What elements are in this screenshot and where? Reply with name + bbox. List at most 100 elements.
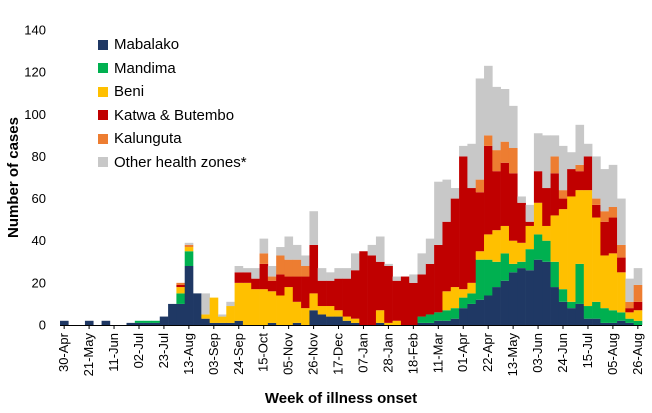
bar-segment-mabalako (475, 299, 485, 325)
bar-segment-beni (583, 190, 593, 307)
x-tick-label: 28-Jan (380, 333, 395, 373)
bar-segment-beni (334, 310, 343, 317)
bar-segment-beni (375, 310, 385, 323)
bar-segment-mabalako (583, 318, 593, 325)
bar-segment-katwa-butembo (608, 217, 618, 254)
bar-segment-katwa-butembo (375, 261, 385, 311)
bar-segment-kalunguta (625, 301, 634, 309)
bar-segment-mandima (417, 316, 427, 323)
bar-segment-mandima (492, 261, 501, 288)
bar-segment-beni (450, 287, 460, 309)
bar-segment-mandima (450, 308, 460, 319)
bar-segment-kalunguta (284, 259, 294, 277)
bar-segment-other-health-zones (617, 198, 626, 245)
bar-segment-katwa-butembo (492, 171, 501, 231)
legend-item-other-health-zones: Other health zones* (98, 151, 247, 175)
legend-swatch (98, 63, 108, 74)
x-tick-label: 24-Sep (231, 333, 246, 375)
bar-segment-mabalako (417, 322, 427, 325)
bar-segment-mabalako (500, 280, 510, 325)
bar-segment-beni (575, 190, 585, 264)
chart-legend: Mabalako Mandima Beni Katwa & Butembo Kalung… (98, 33, 247, 174)
bar-segment-mandima (600, 308, 610, 323)
bar-segment-beni (525, 225, 535, 250)
y-tick-label: 40 (32, 233, 46, 248)
bar-segment-other-health-zones (434, 181, 443, 245)
x-tick-label: 11-Jun (106, 333, 121, 372)
bar-segment-kalunguta (276, 255, 285, 275)
bar-segment-kalunguta (592, 198, 601, 205)
bar-segment-beni (392, 320, 402, 325)
bar-segment-mabalako (533, 259, 543, 325)
bar-segment-mabalako (575, 303, 585, 325)
bar-segment-beni (442, 291, 452, 311)
bar-segment-mabalako (292, 322, 302, 325)
bar-segment-katwa-butembo (409, 282, 418, 325)
y-tick-label: 120 (24, 65, 46, 80)
bar-segment-mabalako (492, 287, 501, 325)
bar-segment-kalunguta (184, 244, 194, 248)
bar-segment-beni (633, 310, 643, 321)
legend-label: Kalunguta (114, 130, 182, 148)
bar-segment-mabalako (151, 322, 161, 325)
bar-segment-katwa-butembo (550, 173, 560, 216)
bar-segment-beni (326, 306, 335, 317)
bar-segment-mabalako (425, 322, 435, 325)
bar-segment-mabalako (226, 322, 235, 325)
stacked-bars (60, 65, 643, 325)
bar-segment-katwa-butembo (517, 202, 526, 243)
bar-segment-beni (484, 234, 493, 260)
bar-segment-katwa-butembo (284, 276, 294, 288)
bar-segment-mabalako (143, 322, 152, 325)
bar-segment-mandima (550, 261, 560, 288)
bar-segment-mabalako (201, 318, 210, 325)
x-tick-label: 18-Feb (405, 333, 420, 374)
bar-segment-other-health-zones (392, 276, 402, 281)
bar-segment-mabalako (184, 266, 194, 325)
bar-segment-mabalako (459, 308, 468, 325)
bar-segment-other-health-zones (608, 164, 618, 207)
bar-segment-mandima (508, 263, 518, 273)
bar-segment-katwa-butembo (533, 171, 543, 203)
bar-segment-beni (600, 255, 610, 309)
bar-segment-kalunguta (301, 266, 310, 277)
x-tick-label: 26-Aug (630, 333, 645, 375)
bar-segment-beni (558, 209, 568, 290)
bar-segment-beni (625, 312, 634, 319)
y-tick-label: 20 (32, 275, 46, 290)
y-tick-label: 60 (32, 191, 46, 206)
bar-segment-other-health-zones (242, 268, 252, 273)
legend-swatch (98, 39, 108, 50)
x-tick-label: 03-Sep (206, 333, 221, 375)
bar-segment-mabalako (267, 322, 277, 325)
y-axis-ticks: 0 20 40 60 80 100 120 140 (24, 23, 46, 333)
bar-segment-kalunguta (292, 259, 302, 277)
bar-segment-katwa-butembo (242, 272, 252, 283)
bar-segment-mabalako (326, 316, 335, 325)
bar-segment-other-health-zones (542, 135, 551, 189)
bar-segment-beni (309, 293, 319, 311)
bar-segment-kalunguta (508, 148, 518, 174)
legend-swatch (98, 133, 108, 144)
bar-segment-other-health-zones (342, 268, 352, 279)
y-axis-title: Number of cases (5, 117, 22, 238)
bar-segment-mabalako (334, 316, 343, 325)
bar-segment-beni (201, 314, 210, 319)
bar-segment-kalunguta (259, 253, 269, 264)
bar-segment-mabalako (193, 293, 202, 325)
x-tick-label: 03-Jun (530, 333, 545, 373)
bar-segment-mabalako (450, 318, 460, 325)
bar-segment-beni (500, 225, 510, 254)
bar-segment-other-health-zones (442, 179, 452, 222)
bar-segment-katwa-butembo (367, 255, 377, 325)
bar-segment-other-health-zones (517, 196, 526, 203)
bar-segment-mabalako (134, 322, 144, 325)
bar-segment-beni (226, 306, 235, 323)
bar-segment-katwa-butembo (542, 188, 551, 226)
bar-segment-mandima (151, 320, 161, 323)
bar-segment-other-health-zones (384, 263, 393, 266)
x-tick-label: 26-Nov (306, 333, 321, 375)
legend-item-mandima: Mandima (98, 57, 247, 81)
bar-segment-mandima (583, 306, 593, 319)
